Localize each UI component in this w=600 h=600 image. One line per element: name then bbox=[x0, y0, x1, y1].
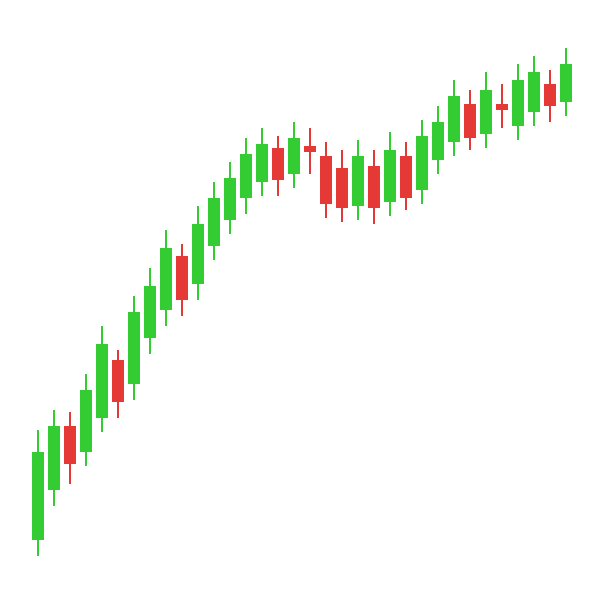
candle bbox=[480, 0, 492, 600]
candle bbox=[272, 0, 284, 600]
candle-body bbox=[176, 256, 188, 300]
candle-body bbox=[368, 166, 380, 208]
candle bbox=[208, 0, 220, 600]
candle bbox=[176, 0, 188, 600]
candle bbox=[560, 0, 572, 600]
candle-body bbox=[272, 148, 284, 180]
candle-body bbox=[320, 156, 332, 204]
candle bbox=[96, 0, 108, 600]
candle bbox=[544, 0, 556, 600]
candle bbox=[240, 0, 252, 600]
candle-body bbox=[288, 138, 300, 174]
candle bbox=[128, 0, 140, 600]
candlestick-chart bbox=[0, 0, 600, 600]
candle bbox=[368, 0, 380, 600]
candle-body bbox=[528, 72, 540, 112]
candle-body bbox=[112, 360, 124, 402]
candle-body bbox=[32, 452, 44, 540]
candle bbox=[416, 0, 428, 600]
candle-body bbox=[240, 154, 252, 198]
candle bbox=[448, 0, 460, 600]
candle bbox=[224, 0, 236, 600]
candle-body bbox=[208, 198, 220, 246]
candle bbox=[160, 0, 172, 600]
candle bbox=[496, 0, 508, 600]
candle bbox=[512, 0, 524, 600]
candle-body bbox=[400, 156, 412, 198]
candle-body bbox=[336, 168, 348, 208]
candle-body bbox=[416, 136, 428, 190]
candle-body bbox=[64, 426, 76, 464]
candle-body bbox=[128, 312, 140, 384]
candle bbox=[64, 0, 76, 600]
candle-body bbox=[384, 150, 396, 202]
candle bbox=[48, 0, 60, 600]
candle-body bbox=[96, 344, 108, 418]
candle bbox=[336, 0, 348, 600]
candle-body bbox=[144, 286, 156, 338]
candle-body bbox=[544, 84, 556, 106]
candle bbox=[400, 0, 412, 600]
candle bbox=[192, 0, 204, 600]
candle bbox=[80, 0, 92, 600]
candle-body bbox=[464, 104, 476, 138]
candle bbox=[432, 0, 444, 600]
candle-body bbox=[496, 104, 508, 110]
candle-body bbox=[512, 80, 524, 126]
candle bbox=[144, 0, 156, 600]
candle-body bbox=[224, 178, 236, 220]
candle bbox=[352, 0, 364, 600]
candle bbox=[256, 0, 268, 600]
candle-body bbox=[160, 248, 172, 310]
candle-body bbox=[560, 64, 572, 102]
candle bbox=[528, 0, 540, 600]
candle-body bbox=[192, 224, 204, 284]
candle-body bbox=[352, 156, 364, 206]
candle bbox=[304, 0, 316, 600]
candle bbox=[464, 0, 476, 600]
candle-body bbox=[48, 426, 60, 490]
candle bbox=[112, 0, 124, 600]
candle-body bbox=[80, 390, 92, 452]
candle bbox=[288, 0, 300, 600]
candle bbox=[384, 0, 396, 600]
candle-body bbox=[432, 122, 444, 160]
candle bbox=[320, 0, 332, 600]
candle bbox=[32, 0, 44, 600]
candle-body bbox=[480, 90, 492, 134]
candle-body bbox=[256, 144, 268, 182]
candle-body bbox=[304, 146, 316, 152]
candle-body bbox=[448, 96, 460, 142]
